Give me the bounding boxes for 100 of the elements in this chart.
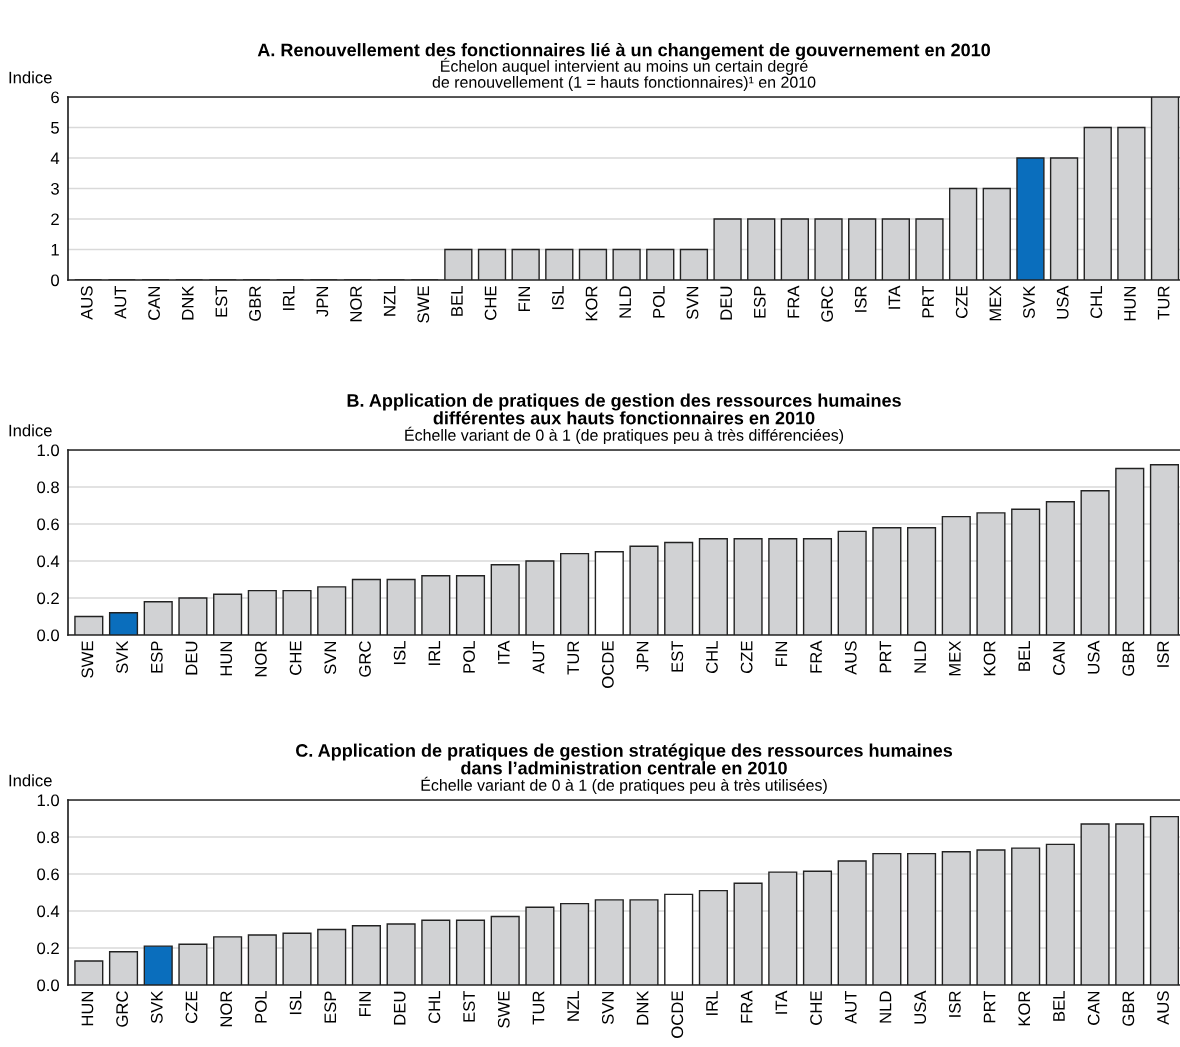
x-tick-label: KOR	[585, 286, 598, 321]
y-tick-label: 4	[50, 152, 60, 165]
y-axis-title: Indice	[9, 424, 52, 437]
x-tick-label: SWE	[81, 641, 94, 678]
x-tick-label: DNK	[636, 990, 649, 1025]
x-tick-label: NZL	[383, 286, 396, 316]
x-tick-label: CAN	[148, 286, 160, 320]
x-tick-label: TUR	[567, 641, 580, 675]
x-tick-label: IRL	[282, 286, 295, 310]
x-tick-label: CZE	[740, 641, 753, 674]
x-tick-label: ISL	[393, 641, 406, 665]
y-tick-label: 1.0	[37, 444, 60, 457]
x-tick-label: NOR	[220, 991, 233, 1027]
y-axis-title: Indice	[9, 71, 52, 84]
x-tick-label: KOR	[1018, 991, 1031, 1026]
x-tick-label: GBR	[1122, 641, 1135, 676]
x-tick-label: CHE	[484, 286, 497, 320]
y-tick-label: 3	[51, 182, 59, 195]
x-tick-label: FIN	[359, 991, 371, 1017]
x-tick-label: ISR	[1157, 641, 1169, 667]
x-tick-label: POL	[652, 286, 665, 318]
x-tick-label: PRT	[983, 990, 996, 1023]
x-tick-label: DEU	[720, 286, 733, 320]
x-tick-label: CZE	[185, 991, 198, 1024]
x-tick-label: CAN	[1087, 991, 1100, 1025]
x-tick-label: CHL	[706, 641, 718, 674]
chart-title: B. Application de pratiques de gestion des ressources humaines différentes aux hauts fonctionnaires en 2010	[347, 393, 901, 425]
x-tick-label: DNK	[181, 285, 194, 320]
x-tick-label: SVN	[601, 991, 614, 1025]
x-tick-label: BEL	[451, 286, 463, 316]
x-tick-label: AUT	[114, 285, 127, 319]
x-tick-label: ISR	[854, 286, 867, 312]
x-tick-label: AUS	[1157, 991, 1169, 1025]
x-tick-label: TUR	[1157, 286, 1170, 320]
x-tick-label: JPN	[316, 286, 329, 317]
x-tick-label: MEX	[949, 640, 961, 676]
y-tick-label: 5	[51, 122, 59, 134]
x-tick-label: NLD	[914, 641, 926, 673]
x-tick-label: ESP	[324, 991, 337, 1023]
x-tick-label: FRA	[810, 640, 822, 673]
x-tick-label: DEU	[393, 991, 406, 1025]
x-tick-label: USA	[1056, 285, 1069, 319]
x-tick-label: NOR	[350, 286, 362, 322]
x-tick-label: SVK	[150, 990, 163, 1024]
x-tick-label: HUN	[81, 991, 94, 1026]
x-tick-label: AUT	[532, 640, 545, 674]
x-tick-label: CHE	[810, 991, 822, 1025]
y-tick-label: 0.2	[37, 592, 59, 605]
x-tick-label: AUT	[845, 990, 857, 1024]
x-tick-label: FRA	[787, 285, 800, 318]
x-tick-label: CZE	[955, 286, 968, 319]
y-tick-label: 0.2	[37, 942, 59, 955]
x-tick-label: FRA	[740, 990, 753, 1023]
x-tick-label: ITA	[775, 990, 788, 1014]
x-tick-label: SWE	[497, 991, 510, 1028]
x-tick-label: SWE	[417, 286, 430, 323]
x-tick-label: NLD	[619, 286, 631, 318]
x-tick-label: POL	[254, 991, 267, 1023]
x-tick-label: OCDE	[601, 641, 614, 688]
x-tick-label: ITA	[888, 285, 901, 309]
x-tick-label: PRT	[922, 285, 934, 318]
x-tick-label: FIN	[518, 286, 530, 312]
x-tick-label: USA	[1087, 640, 1100, 674]
x-tick-label: USA	[914, 990, 927, 1024]
y-tick-label: 0.6	[37, 868, 59, 881]
y-tick-label: 0.0	[37, 629, 60, 642]
x-tick-label: GBR	[1122, 991, 1135, 1026]
y-tick-label: 0.8	[37, 481, 59, 494]
x-tick-label: CAN	[1053, 641, 1065, 675]
x-tick-label: ESP	[753, 286, 766, 318]
x-tick-label: IRL	[428, 641, 441, 665]
chart-subtitle: Échelle variant de 0 à 1 (de pratiques peu à très différenciées)	[405, 426, 844, 444]
x-tick-label: FIN	[775, 641, 788, 667]
x-tick-label: MEX	[989, 285, 1002, 321]
x-tick-label: KOR	[983, 641, 996, 676]
y-tick-label: 6	[51, 91, 59, 104]
x-tick-label: SVN	[686, 286, 699, 320]
x-tick-label: JPN	[636, 641, 649, 672]
x-tick-label: NOR	[254, 641, 267, 677]
y-tick-label: 0.0	[37, 979, 60, 992]
y-tick-label: 1.0	[37, 794, 60, 807]
x-tick-label: GRC	[359, 641, 371, 677]
x-tick-label: DEU	[185, 641, 198, 675]
x-tick-label: NLD	[879, 991, 892, 1023]
x-tick-label: SVK	[1023, 285, 1035, 319]
x-tick-label: BEL	[1053, 991, 1065, 1021]
x-tick-label: AUS	[844, 641, 857, 675]
x-tick-label: HUN	[1124, 286, 1136, 321]
x-tick-label: GBR	[249, 286, 261, 321]
y-axis-title: Indice	[9, 774, 52, 787]
x-tick-label: IRL	[706, 991, 718, 1015]
x-tick-label: POL	[463, 641, 475, 673]
x-tick-label: ITA	[498, 640, 510, 664]
x-tick-label: SVK	[116, 640, 128, 674]
y-tick-label: 2	[51, 213, 59, 226]
x-tick-label: HUN	[220, 641, 233, 676]
x-tick-label: EST	[671, 640, 684, 672]
y-tick-label: 0.8	[37, 831, 59, 844]
chart-subtitle: Échelle variant de 0 à 1 (de pratiques peu à très utilisées)	[421, 776, 827, 794]
x-tick-label: EST	[215, 285, 228, 317]
